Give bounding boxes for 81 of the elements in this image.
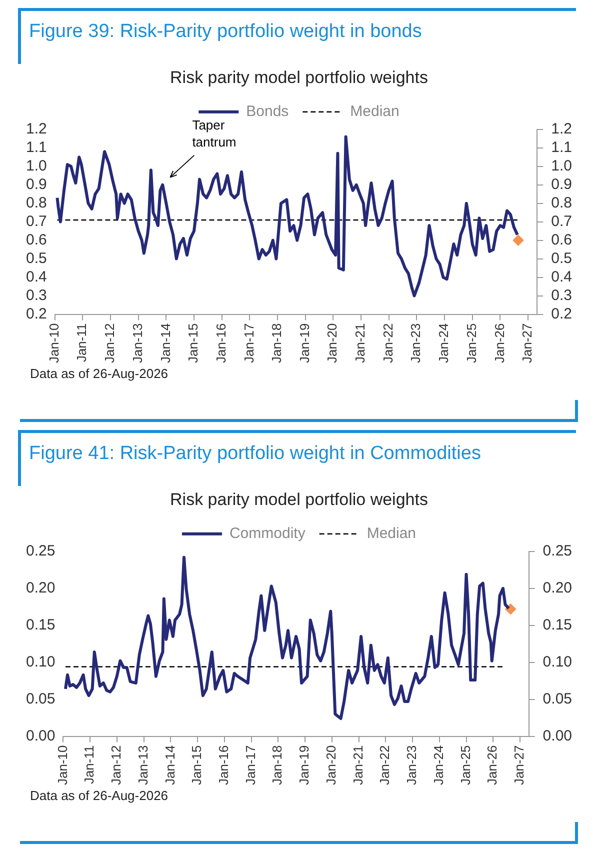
x-tick-label: Jan-17 <box>242 745 258 785</box>
y2-tick-label: 0.10 <box>542 653 572 670</box>
x-tick-label: Jan-20 <box>324 323 340 363</box>
y2-tick-label: 0.4 <box>551 268 572 286</box>
y2-tick-label: 1.1 <box>551 139 572 156</box>
y-tick-label: 1.0 <box>26 158 47 175</box>
x-tick-label: Jan-21 <box>352 323 368 363</box>
y-tick-label: 0.3 <box>26 286 47 304</box>
x-tick-label: Jan-14 <box>158 323 173 363</box>
y-tick-label: 1.2 <box>26 120 47 138</box>
y2-tick-label: 0.05 <box>542 690 572 708</box>
x-tick-label: Jan-25 <box>464 323 479 363</box>
x-tick-label: Jan-22 <box>380 323 396 363</box>
y2-tick-label: 0.20 <box>542 580 572 597</box>
x-tick-label: Jan-16 <box>216 745 231 785</box>
y-tick-label: 0.25 <box>26 542 56 560</box>
y-tick-label: 0.9 <box>26 176 47 193</box>
y-tick-label: 0.15 <box>26 616 56 634</box>
y2-tick-label: 0.25 <box>542 542 572 560</box>
y2-tick-label: 0.7 <box>551 212 572 230</box>
y-tick-label: 0.2 <box>26 305 47 322</box>
y-tick-label: 0.05 <box>26 690 56 708</box>
y-tick-label: 0.8 <box>26 194 47 212</box>
x-tick-label: Jan-19 <box>296 323 312 363</box>
x-tick-label: Jan-15 <box>189 745 204 785</box>
y-tick-label: 0.10 <box>26 653 56 670</box>
text: Data as of 26-Aug-2026 <box>30 366 170 381</box>
x-tick-label: Jan-23 <box>404 745 420 785</box>
y2-tick-label: 0.00 <box>542 727 572 744</box>
legend-label: Commodity <box>229 525 306 542</box>
y2-tick-label: 0.15 <box>542 616 572 634</box>
x-tick-label: Jan-13 <box>130 323 145 363</box>
legend-label: Bonds <box>246 103 289 120</box>
x-tick-label: Jan-21 <box>350 745 366 785</box>
x-tick-label: Jan-27 <box>520 323 535 363</box>
chart-title: Figure 41: Risk-Parity portfolio weight in Commodities <box>28 442 482 465</box>
text: Data as of 26-Aug-2026 <box>30 788 170 803</box>
x-tick-label: Jan-26 <box>492 323 507 363</box>
legend-label: Median <box>350 103 400 120</box>
x-tick-label: Jan-26 <box>484 745 500 785</box>
x-tick-label: Jan-10 <box>54 745 70 785</box>
x-tick-label: Jan-16 <box>213 323 228 363</box>
x-tick-label: Jan-24 <box>436 323 452 363</box>
y2-tick-label: 1.0 <box>551 158 572 175</box>
x-tick-label: Jan-19 <box>296 745 312 785</box>
y2-tick-label: 0.2 <box>551 305 572 322</box>
y2-tick-label: 0.9 <box>551 176 572 193</box>
x-tick-label: Jan-11 <box>74 323 90 362</box>
y-tick-label: 1.1 <box>26 139 47 156</box>
annotation: Taper tantrum <box>192 117 236 150</box>
chart-subtitle: Risk parity model portfolio weights <box>170 68 428 87</box>
y-tick-label: 0.4 <box>26 268 47 286</box>
y-tick-label: 0.00 <box>26 727 56 744</box>
y2-tick-label: 0.3 <box>551 286 572 304</box>
y-tick-label: 0.5 <box>26 250 47 267</box>
y2-tick-label: 0.8 <box>551 194 572 212</box>
x-tick-label: Jan-10 <box>46 323 62 363</box>
x-tick-label: Jan-23 <box>408 323 424 363</box>
x-tick-label: Jan-20 <box>323 745 338 785</box>
x-tick-label: Jan-12 <box>108 745 124 785</box>
y2-tick-label: 0.5 <box>551 250 572 267</box>
x-tick-label: Jan-13 <box>135 745 150 785</box>
y2-tick-label: 0.6 <box>551 231 572 248</box>
y-tick-label: 0.6 <box>26 231 47 248</box>
x-tick-label: Jan-25 <box>458 745 473 785</box>
x-tick-label: Jan-11 <box>82 745 97 784</box>
x-tick-label: Jan-14 <box>162 745 178 785</box>
x-tick-label: Jan-18 <box>269 323 284 363</box>
x-tick-label: Jan-18 <box>270 745 285 785</box>
x-tick-label: Jan-12 <box>102 323 118 363</box>
x-tick-label: Jan-15 <box>186 323 201 363</box>
chart-title: Figure 39: Risk-Parity portfolio weight in bonds <box>28 20 423 43</box>
x-tick-label: Jan-24 <box>430 745 446 785</box>
y-tick-label: 0.20 <box>26 580 56 597</box>
legend-label: Median <box>366 525 416 542</box>
chart-subtitle: Risk parity model portfolio weights <box>170 490 428 509</box>
y2-tick-label: 1.2 <box>551 120 572 138</box>
y-tick-label: 0.7 <box>26 212 47 230</box>
x-tick-label: Jan-17 <box>241 323 256 363</box>
x-tick-label: Jan-27 <box>512 745 527 785</box>
x-tick-label: Jan-22 <box>377 745 392 785</box>
